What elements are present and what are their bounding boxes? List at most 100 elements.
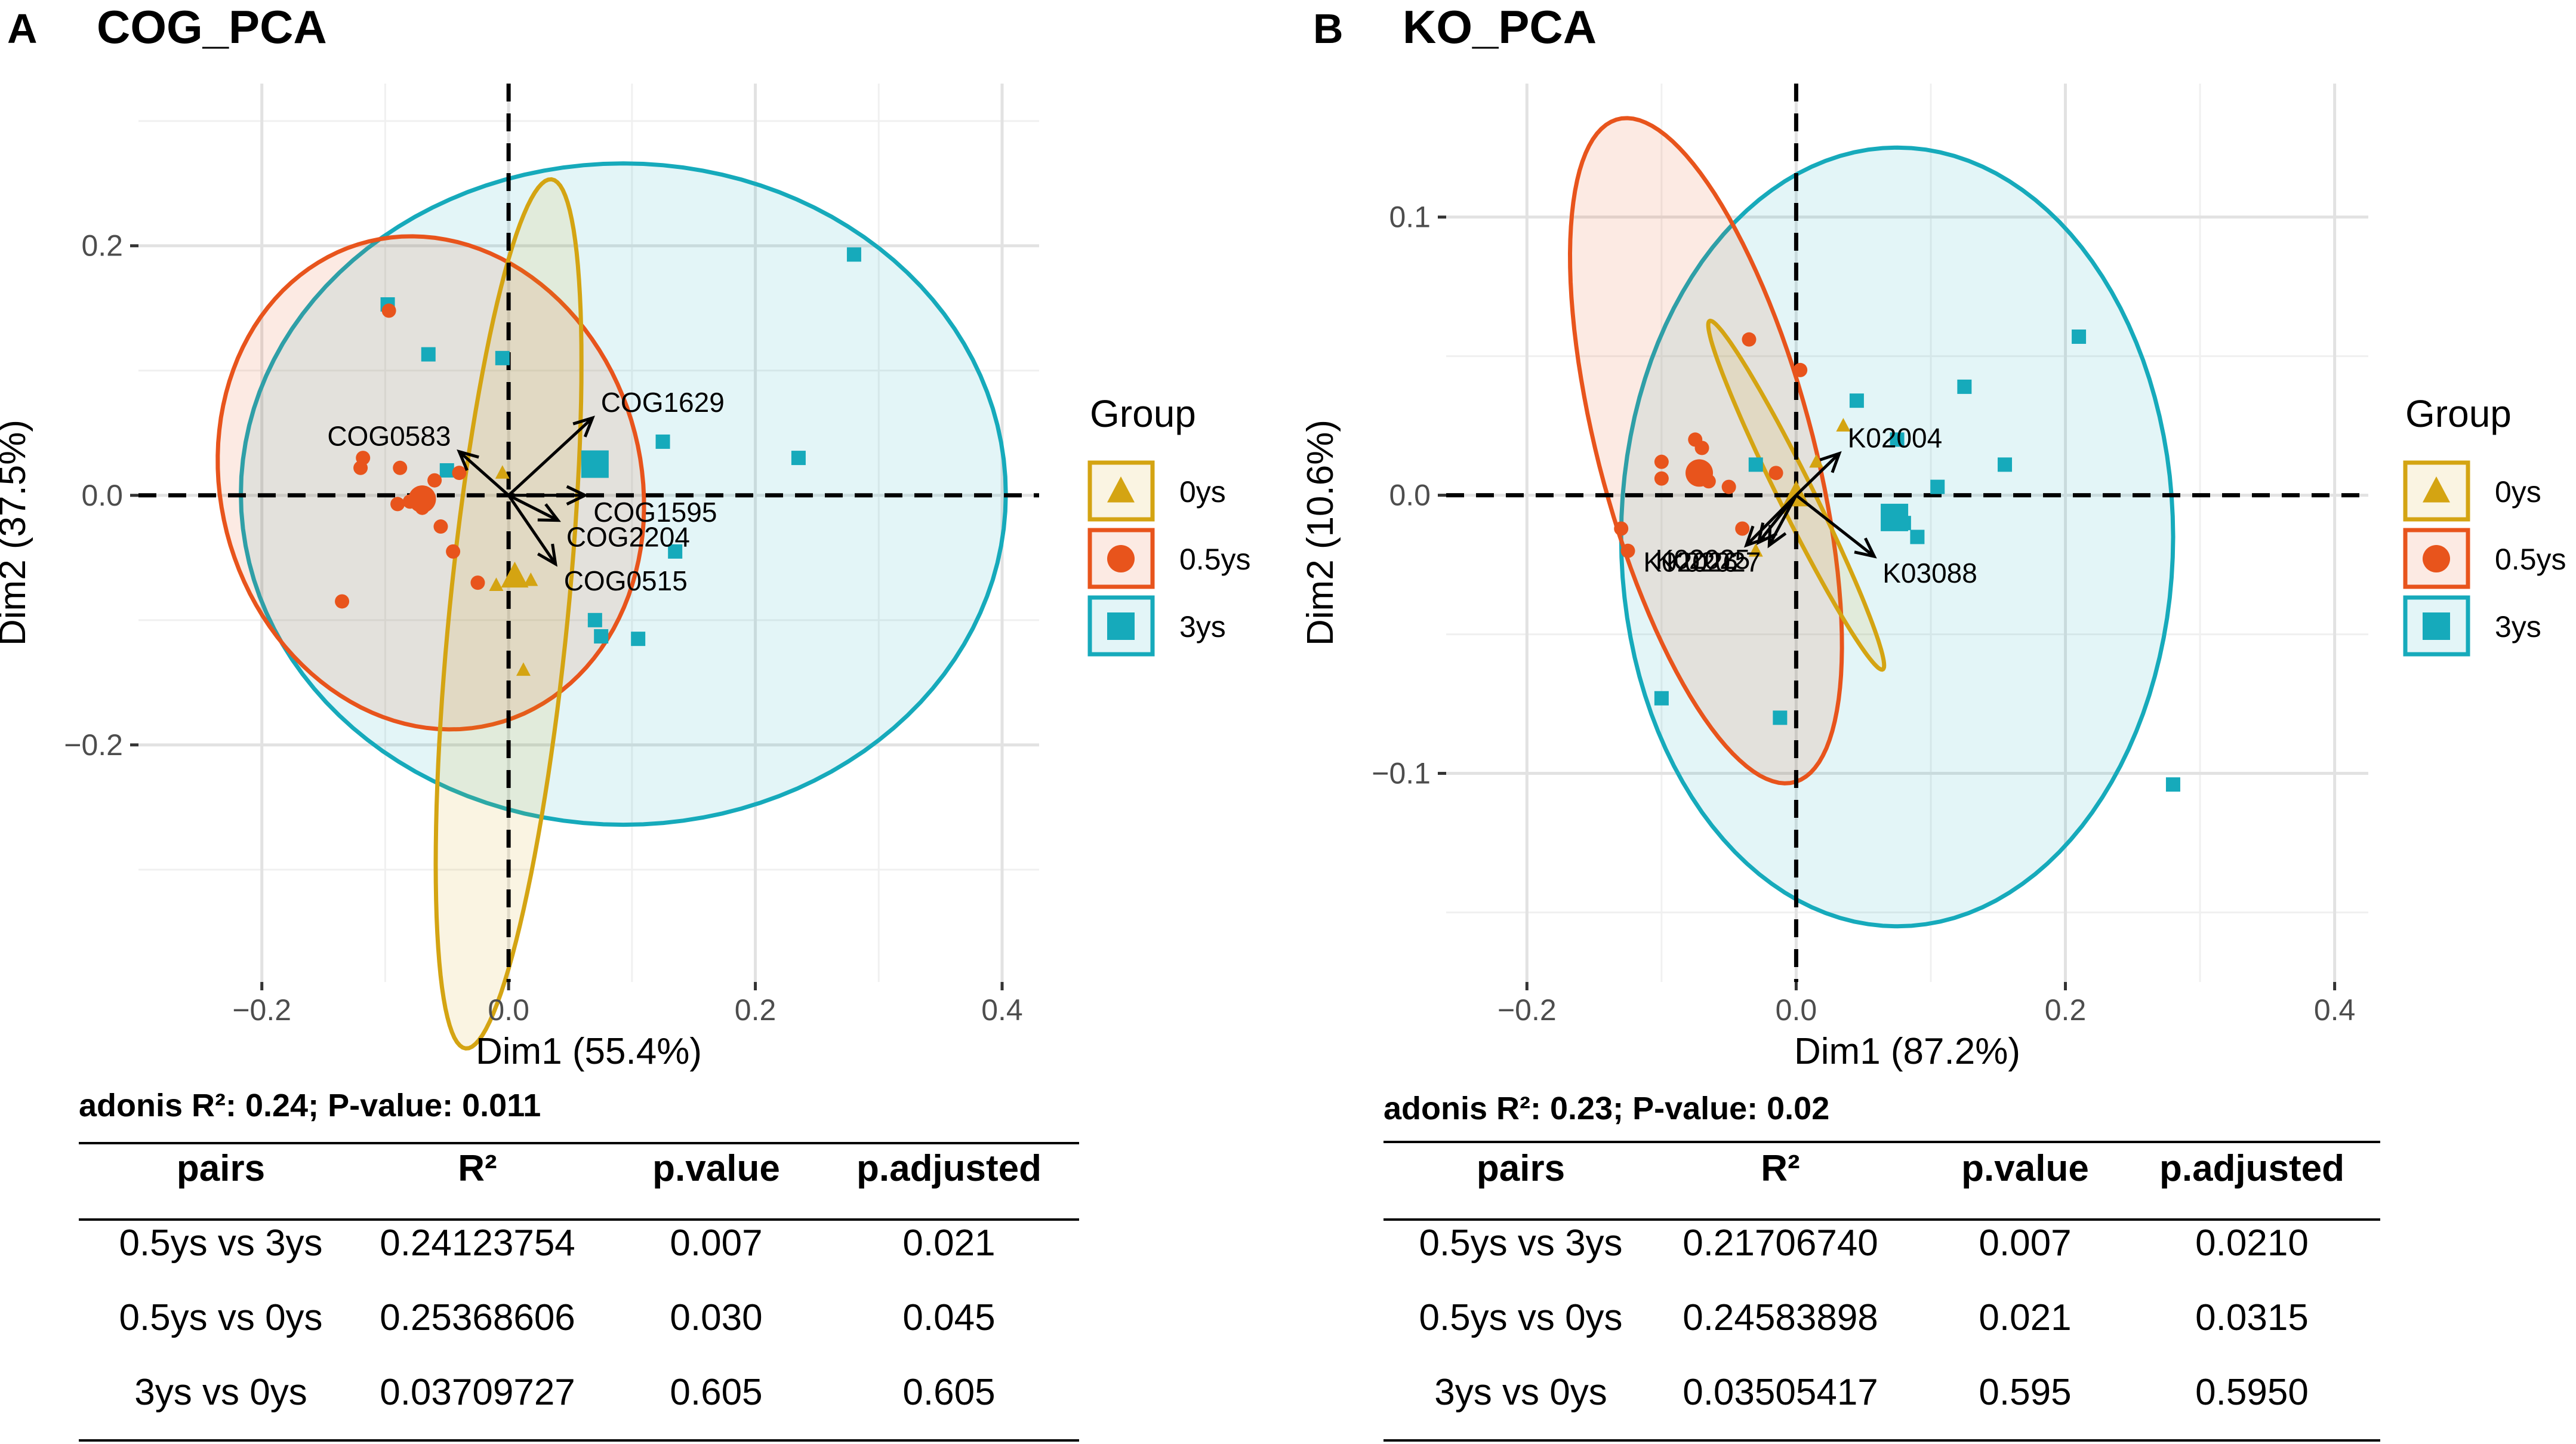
y-tick-label: 0.0 [1389,479,1431,512]
table-header: p.adjusted [2159,1148,2344,1189]
arrow-K03088 [1795,494,1875,558]
table-cell: 0.03505417 [1683,1372,1878,1413]
table-header: p.value [652,1148,780,1189]
x-axis-label: Dim1 (55.4%) [476,1031,702,1072]
point-3ys [594,629,609,644]
table-cell: 0.21706740 [1683,1223,1878,1264]
arrow-label: COG1595 [593,497,717,528]
legend-title: Group [2405,392,2512,435]
arrow-COG1629 [507,417,594,497]
legend-label: 3ys [2495,610,2541,644]
table-header: R² [458,1148,497,1189]
table-cell: 0.007 [670,1223,762,1264]
x-tick-label: 0.2 [735,993,777,1027]
arrow-label: K02004 [1848,423,1943,454]
table-cell: 0.24583898 [1683,1297,1878,1338]
arrow-label: COG0583 [327,421,451,452]
arrowhead-COG1629 [572,415,595,438]
adonis-annotation: adonis R²: 0.24; P-value: 0.011 [79,1088,541,1123]
legend-marker-3ys [1107,612,1135,640]
point-3ys [439,463,454,478]
y-tick-label: 0.0 [81,479,123,512]
table-cell: 3ys vs 0ys [1434,1372,1607,1413]
table-cell: 0.605 [670,1372,762,1413]
point-0.5ys [1620,543,1635,558]
point-0.5ys [446,544,461,559]
chart-title: KO_PCA [1403,1,1597,53]
x-tick-label: −0.2 [232,993,291,1027]
arrowhead-K02004 [1819,451,1842,473]
arrow-COG0583 [458,450,510,497]
table-cell: 0.605 [902,1372,995,1413]
arrow-label: COG2204 [566,522,690,553]
table-cell: 0.5ys vs 3ys [119,1223,322,1264]
arrowhead-K03088 [1854,537,1877,559]
panel-letter: B [1313,5,1344,52]
table-header: pairs [1477,1148,1565,1189]
point-0.5ys [1735,521,1750,536]
point-0.5ys [470,575,485,590]
legend-label: 0.5ys [1179,543,1251,576]
series-0.5ys [335,303,485,609]
table-cell: 3ys vs 0ys [134,1372,307,1413]
point-3ys [1910,529,1925,544]
point-0.5ys [335,594,350,609]
legend-title: Group [1090,392,1196,435]
point-3ys [1849,393,1864,408]
centroid-3ys [1881,503,1909,531]
table-cell: 0.5ys vs 3ys [1419,1223,1622,1264]
arrow-K02004 [1795,452,1841,497]
arrow-label: K02027 [1666,546,1761,577]
legend-label: 0ys [2495,475,2541,509]
x-tick-label: 0.0 [1776,993,1817,1027]
centroid-3ys [581,450,609,478]
series-0.5ys [1614,332,1808,558]
adonis-annotation: adonis R²: 0.23; P-value: 0.02 [1383,1091,1829,1126]
point-3ys [846,247,861,262]
table-cell: 0.5ys vs 0ys [1419,1297,1622,1338]
series-3ys [1654,330,2180,792]
chart-title: COG_PCA [97,1,327,53]
table-cell: 0.03709727 [380,1372,575,1413]
point-0.5ys [1654,471,1669,486]
point-3ys [631,632,646,646]
legend-key-0.5ys [1087,528,1155,589]
point-3ys [1930,479,1945,494]
point-0.5ys [1721,479,1736,494]
point-3ys [495,350,510,365]
point-0ys [523,572,538,586]
table-cell: 0.045 [902,1297,995,1338]
y-tick-label: 0.1 [1389,201,1431,234]
table-cell: 0.021 [902,1223,995,1264]
y-tick-label: −0.1 [1372,757,1431,790]
point-0ys [516,662,531,676]
table-cell: 0.25368606 [380,1297,575,1338]
pairwise-table: adonis R²: 0.23; P-value: 0.02 pairs R² p.v… [1383,1091,2380,1442]
legend: Group 0ys 0.5ys 3ys [1087,392,1251,657]
y-tick-label: 0.2 [81,229,123,263]
legend-key-3ys [2403,595,2470,657]
point-0.5ys [1793,362,1808,377]
table-cell: 0.0210 [2195,1223,2309,1264]
point-0.5ys [1742,332,1757,347]
table-cell: 0.5950 [2195,1372,2309,1413]
arrowhead-K02027 [1767,525,1787,549]
point-0.5ys [390,497,405,512]
point-3ys [655,434,670,449]
y-tick-label: −0.2 [64,728,123,762]
table-cell: 0.5ys vs 0ys [119,1297,322,1338]
series-0ys [489,465,538,676]
table-header: R² [1761,1148,1799,1189]
point-0ys [1809,454,1824,468]
x-axis-label: Dim1 (87.2%) [1794,1031,2020,1072]
table-header: pairs [177,1148,265,1189]
point-0ys [495,465,510,479]
legend-marker-0ys [1107,476,1135,503]
table-cell: 0.595 [1979,1372,2071,1413]
arrow-COG2204 [508,494,559,522]
point-3ys [1654,691,1669,706]
point-0.5ys [1768,466,1783,481]
